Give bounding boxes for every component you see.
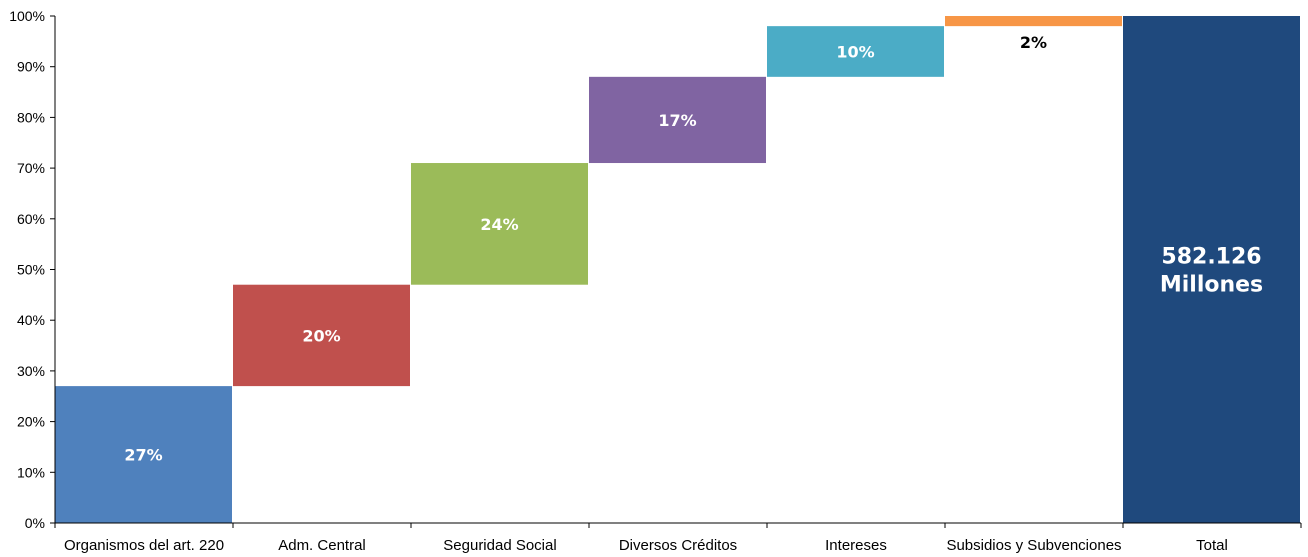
y-tick-label: 30% — [17, 363, 45, 379]
bar-seguridad-social — [411, 163, 588, 285]
x-label-intereses: Intereses — [825, 537, 887, 554]
data-label-adm-central: 20% — [302, 326, 340, 345]
data-label-organismos-del-art-220: 27% — [124, 446, 162, 465]
y-tick-label: 80% — [17, 109, 45, 125]
y-tick-label: 10% — [17, 464, 45, 480]
bars-group — [55, 16, 1300, 523]
data-label-subsidios-y-subvenciones: 2% — [1020, 33, 1047, 52]
bar-diversos-creditos — [589, 76, 766, 164]
y-tick-label: 20% — [17, 414, 45, 430]
data-labels-group: 27% 20% 24% 17% 10% 2% 582.126 Millones — [124, 33, 1263, 464]
bar-organismos-del-art-220 — [55, 386, 232, 523]
bar-adm-central — [233, 284, 410, 387]
y-tick-label: 60% — [17, 211, 45, 227]
y-tick-label: 100% — [9, 8, 45, 24]
x-label-organismos-del-art-220: Organismos del art. 220 — [64, 537, 224, 554]
data-label-total: Millones — [1160, 273, 1263, 298]
bar-intereses — [767, 26, 944, 77]
data-label-seguridad-social: 24% — [480, 215, 518, 234]
bar-total — [1123, 16, 1300, 523]
data-label-total: 582.126 — [1161, 245, 1261, 270]
x-label-diversos-creditos: Diversos Créditos — [619, 537, 737, 554]
y-tick-label: 70% — [17, 160, 45, 176]
data-label-intereses: 10% — [836, 42, 874, 61]
y-tick-label: 40% — [17, 312, 45, 328]
bar-subsidios-y-subvenciones — [945, 16, 1122, 27]
y-tick-label: 0% — [25, 515, 45, 531]
x-label-total: Total — [1196, 537, 1228, 554]
x-label-subsidios-y-subvenciones: Subsidios y Subvenciones — [946, 537, 1121, 554]
y-axis-ticks: 0% 10% 20% 30% 40% 50% 60% 70% 80% 90% 100% — [9, 8, 55, 531]
y-tick-label: 90% — [17, 59, 45, 75]
x-label-adm-central: Adm. Central — [278, 537, 366, 554]
x-label-seguridad-social: Seguridad Social — [443, 537, 556, 554]
data-label-diversos-creditos: 17% — [658, 111, 696, 130]
y-tick-label: 50% — [17, 262, 45, 278]
x-axis-labels: Organismos del art. 220 Adm. Central Segur… — [54, 523, 1302, 554]
